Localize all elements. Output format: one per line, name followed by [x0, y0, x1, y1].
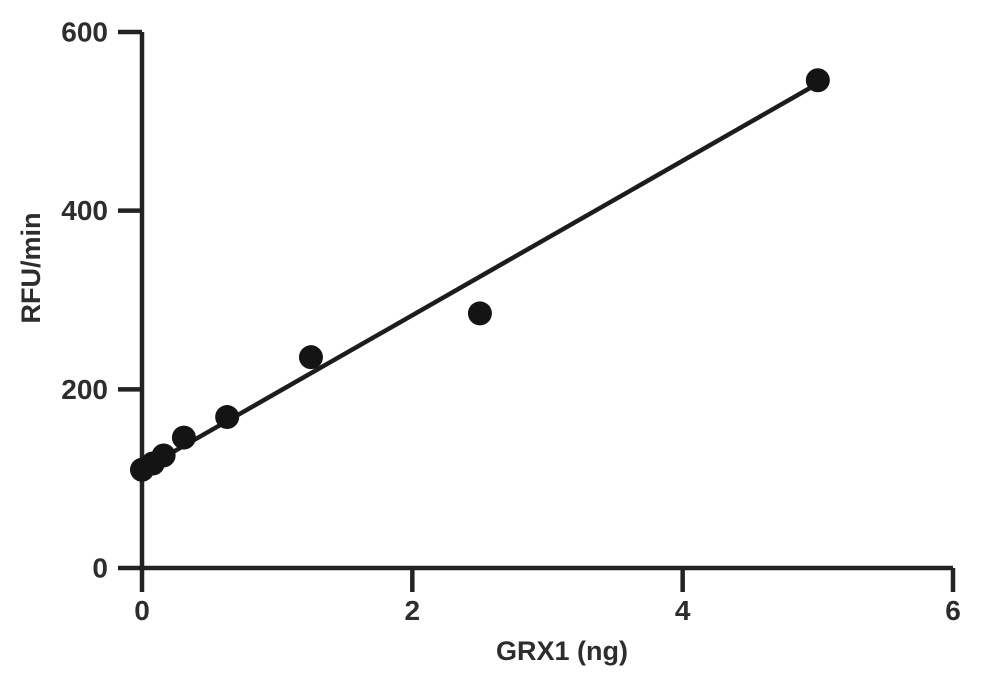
fit-line — [140, 85, 813, 472]
data-point — [215, 405, 240, 430]
x-tick-label: 6 — [945, 595, 961, 626]
y-tick-label: 200 — [61, 374, 108, 405]
data-point — [171, 425, 196, 450]
x-tick-label: 4 — [675, 595, 691, 626]
y-tick-label: 0 — [92, 553, 108, 584]
x-tick-label: 0 — [134, 595, 150, 626]
data-point — [467, 301, 492, 326]
plot-area: 0 200 400 600 0 2 4 6 — [61, 17, 961, 627]
x-tick-label: 2 — [405, 595, 421, 626]
y-axis-title: RFU/min — [16, 213, 46, 324]
data-point — [805, 68, 830, 93]
y-tick-label: 400 — [61, 195, 108, 226]
data-point — [151, 443, 176, 468]
data-point — [298, 345, 323, 370]
x-axis-title: GRX1 (ng) — [496, 636, 628, 666]
y-tick-label: 600 — [61, 17, 108, 48]
